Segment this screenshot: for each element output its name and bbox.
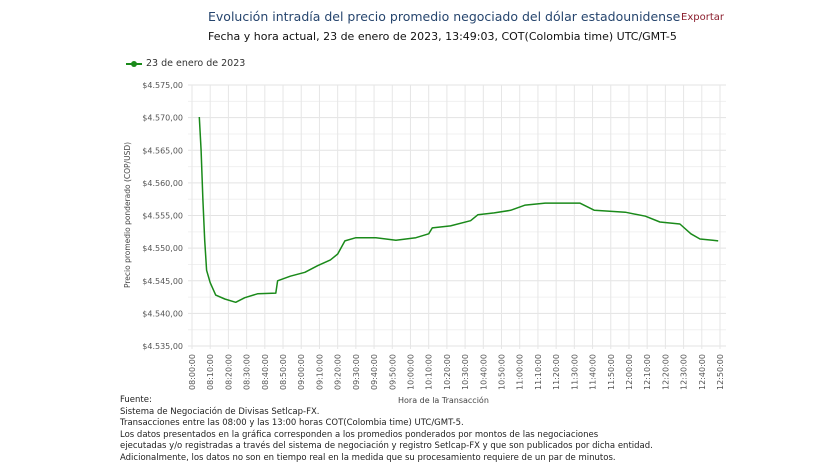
x-tick-label: 11:00:00: [516, 354, 525, 390]
x-tick-label: 10:10:00: [425, 354, 434, 390]
chart-subtitle: Fecha y hora actual, 23 de enero de 2023…: [208, 30, 677, 43]
y-axis-title: Precio promedio ponderado (COP/USD): [123, 142, 132, 288]
footer-line: Los datos presentados en la gráfica corr…: [120, 429, 599, 440]
y-tick-label: $4.545,00: [142, 277, 183, 286]
x-tick-label: 09:50:00: [388, 354, 397, 390]
x-tick-label: 08:50:00: [279, 354, 288, 390]
y-tick-label: $4.575,00: [142, 81, 183, 90]
footer-heading: Fuente:: [120, 395, 152, 405]
x-axis-title: Hora de la Transacción: [398, 396, 489, 405]
x-tick-label: 09:00:00: [297, 354, 306, 390]
y-tick-label: $4.560,00: [142, 179, 183, 188]
x-tick-label: 09:30:00: [352, 354, 361, 390]
x-tick-label: 10:20:00: [443, 354, 452, 390]
legend-label: 23 de enero de 2023: [146, 58, 246, 69]
x-tick-label: 08:40:00: [261, 354, 270, 390]
legend-item[interactable]: 23 de enero de 2023: [126, 58, 245, 69]
x-tick-label: 09:10:00: [315, 354, 324, 390]
footer-line: ejecutadas y/o registradas a través del …: [120, 441, 653, 452]
x-tick-label: 12:50:00: [716, 354, 725, 390]
x-tick-label: 12:20:00: [661, 354, 670, 390]
line-chart: $4.535,00 $4.540,00 $4.545,00 $4.550,00 $4.5…: [123, 81, 726, 390]
x-tick-label: 08:10:00: [206, 354, 215, 390]
legend-line-marker-icon: [126, 60, 142, 67]
y-tick-label: $4.555,00: [142, 212, 183, 221]
x-tick-label: 11:30:00: [570, 354, 579, 390]
y-tick-label: $4.535,00: [142, 342, 183, 351]
x-tick-label: 11:40:00: [589, 354, 598, 390]
y-tick-label: $4.570,00: [142, 114, 183, 123]
y-tick-label: $4.565,00: [142, 146, 183, 155]
chart-title: Evolución intradía del precio promedio n…: [208, 9, 681, 24]
x-tick-label: 11:10:00: [534, 354, 543, 390]
x-tick-label: 10:50:00: [498, 354, 507, 390]
x-tick-label: 12:00:00: [625, 354, 634, 390]
x-tick-label: 10:00:00: [406, 354, 415, 390]
x-tick-label: 08:20:00: [224, 354, 233, 390]
x-tick-label: 08:00:00: [188, 354, 197, 390]
y-tick-label: $4.540,00: [142, 309, 183, 318]
y-tick-label: $4.550,00: [142, 244, 183, 253]
x-tick-label: 11:20:00: [552, 354, 561, 390]
series-line: [198, 116, 719, 304]
footer-line: Transacciones entre las 08:00 y las 13:0…: [120, 418, 464, 429]
x-tick-label: 10:40:00: [479, 354, 488, 390]
x-tick-label: 12:30:00: [680, 354, 689, 390]
x-tick-label: 12:10:00: [643, 354, 652, 390]
footer-notes: Fuente: Sistema de Negociación de Divisa…: [120, 395, 653, 465]
x-tick-label: 10:30:00: [461, 354, 470, 390]
footer-line: Sistema de Negociación de Divisas Setlca…: [120, 406, 320, 417]
export-button[interactable]: Exportar: [681, 12, 724, 23]
x-tick-label: 08:30:00: [243, 354, 252, 390]
x-tick-label: 09:40:00: [370, 354, 379, 390]
x-tick-label: 09:20:00: [334, 354, 343, 390]
x-tick-label: 12:40:00: [698, 354, 707, 390]
x-tick-label: 11:50:00: [607, 354, 616, 390]
footer-line: Adicionalmente, los datos no son en tiem…: [120, 452, 616, 463]
